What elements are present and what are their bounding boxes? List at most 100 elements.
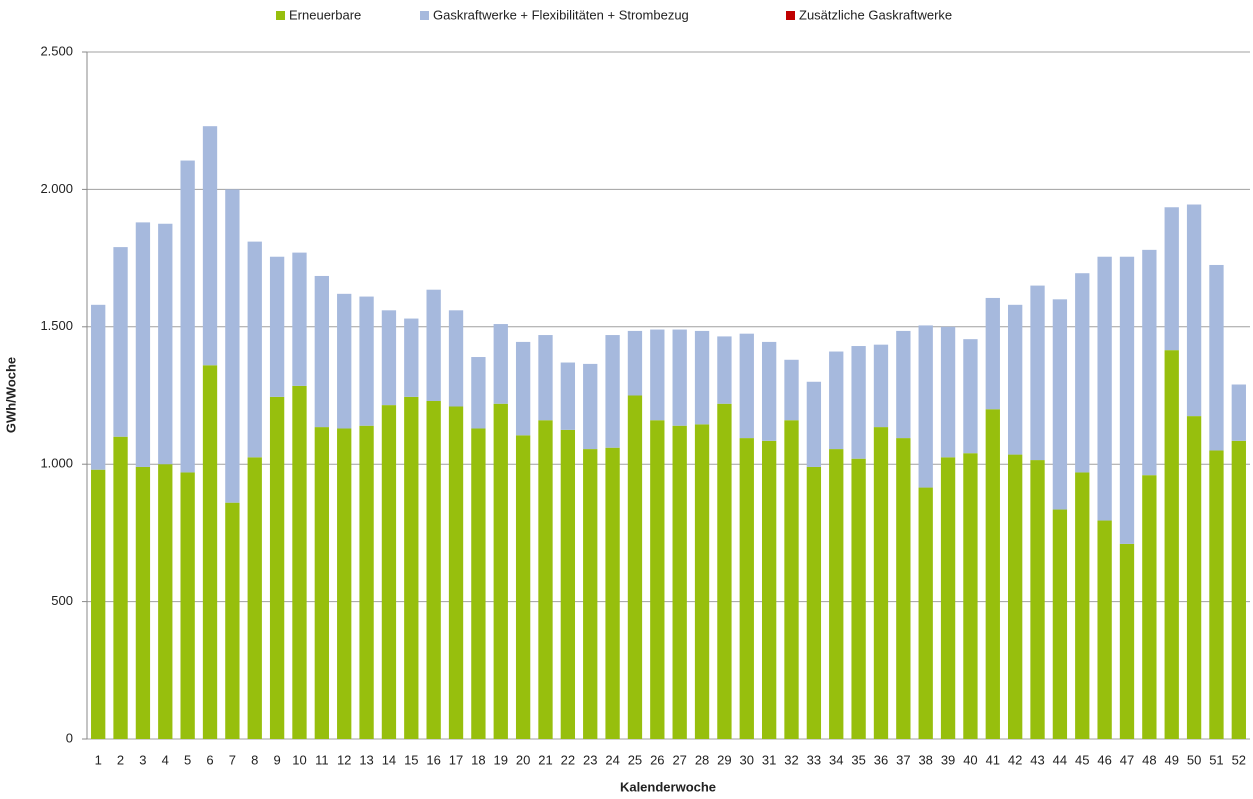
bar-segment: [314, 275, 329, 428]
x-tick-label: 9: [273, 752, 280, 767]
x-tick-label: 45: [1075, 752, 1089, 767]
bar-segment: [493, 403, 508, 739]
bar-segment: [471, 357, 486, 429]
x-tick-label: 52: [1232, 752, 1246, 767]
x-tick-label: 38: [918, 752, 932, 767]
x-tick-label: 10: [292, 752, 306, 767]
bar-segment: [426, 289, 441, 401]
bar-segment: [493, 324, 508, 404]
bar-segment: [1231, 384, 1246, 441]
bar-segment: [337, 428, 352, 739]
bar-segment: [202, 126, 218, 366]
bar-segment: [1030, 285, 1045, 461]
x-tick-label: 36: [874, 752, 888, 767]
bar-segment: [515, 341, 531, 436]
bar-segment: [538, 335, 553, 421]
bar-segment: [1008, 454, 1023, 739]
bar-segment: [672, 329, 687, 426]
bar-segment: [1209, 264, 1224, 451]
bar-segment: [158, 223, 173, 465]
bar-segment: [1186, 204, 1202, 417]
y-tick-label: 500: [51, 593, 73, 608]
x-tick-label: 50: [1187, 752, 1201, 767]
bar-segment: [963, 453, 978, 739]
x-tick-label: 44: [1053, 752, 1067, 767]
bar-segment: [269, 396, 285, 739]
bar-segment: [583, 363, 598, 450]
bar-segment: [560, 429, 576, 739]
bar-segment: [135, 466, 151, 739]
x-tick-label: 35: [851, 752, 865, 767]
x-tick-label: 40: [963, 752, 977, 767]
bar-segment: [1097, 256, 1112, 521]
x-tick-label: 32: [784, 752, 798, 767]
x-tick-label: 46: [1097, 752, 1111, 767]
bar-segment: [873, 427, 889, 739]
bar-segment: [717, 403, 732, 739]
y-tick-label: 1.500: [40, 318, 73, 333]
bar-segment: [1142, 249, 1157, 476]
bar-segment: [1008, 304, 1023, 455]
bar-segment: [896, 330, 911, 439]
bar-segment: [560, 362, 576, 430]
x-axis-label: Kalenderwoche: [620, 779, 716, 794]
bar-segment: [538, 420, 553, 739]
bar-segment: [515, 435, 531, 739]
x-tick-label: 24: [605, 752, 619, 767]
x-tick-label: 37: [896, 752, 910, 767]
bar-segment: [739, 333, 754, 439]
bar-segment: [314, 427, 329, 739]
x-tick-label: 18: [471, 752, 485, 767]
x-tick-label: 39: [941, 752, 955, 767]
x-tick-label: 11: [315, 752, 329, 767]
x-tick-label: 16: [426, 752, 440, 767]
bar-segment: [247, 241, 262, 458]
x-tick-label: 48: [1142, 752, 1156, 767]
x-tick-label: 43: [1030, 752, 1044, 767]
x-tick-label: 27: [672, 752, 686, 767]
legend-label: Erneuerbare: [289, 7, 361, 22]
bar-segment: [1075, 273, 1090, 473]
bar-segment: [180, 472, 195, 739]
legend-swatch: [276, 11, 285, 20]
bar-segment: [337, 293, 352, 429]
x-tick-label: 51: [1209, 752, 1223, 767]
y-tick-label: 2.500: [40, 43, 73, 58]
bar-segment: [627, 395, 643, 739]
bar-segment: [292, 252, 307, 386]
bar-segment: [1052, 509, 1068, 739]
bar-segment: [829, 449, 844, 739]
bar-segment: [1186, 416, 1202, 739]
bar-segment: [940, 326, 956, 458]
x-tick-label: 12: [337, 752, 351, 767]
bar-segment: [650, 329, 665, 421]
bar-segment: [739, 438, 754, 739]
y-tick-label: 2.000: [40, 181, 73, 196]
bar-segment: [91, 304, 106, 470]
bar-segment: [91, 469, 106, 739]
x-tick-label: 49: [1164, 752, 1178, 767]
x-tick-label: 30: [740, 752, 754, 767]
bar-segment: [1209, 450, 1224, 739]
x-tick-label: 14: [382, 752, 396, 767]
bar-segment: [672, 425, 687, 739]
bar-segment: [650, 420, 665, 739]
x-tick-label: 2: [117, 752, 124, 767]
x-tick-label: 26: [650, 752, 664, 767]
x-tick-label: 29: [717, 752, 731, 767]
x-tick-label: 13: [359, 752, 373, 767]
bar-segment: [292, 385, 307, 739]
bar-segment: [829, 351, 844, 450]
bar-segment: [359, 296, 374, 426]
x-tick-label: 20: [516, 752, 530, 767]
bar-segment: [225, 189, 240, 503]
x-tick-label: 8: [251, 752, 258, 767]
x-tick-label: 6: [206, 752, 213, 767]
bar-segment: [940, 457, 956, 739]
y-tick-label: 1.000: [40, 456, 73, 471]
bar-segment: [247, 457, 262, 739]
bar-segment: [426, 400, 441, 739]
bar-segment: [851, 458, 866, 739]
bar-segment: [1164, 207, 1179, 351]
